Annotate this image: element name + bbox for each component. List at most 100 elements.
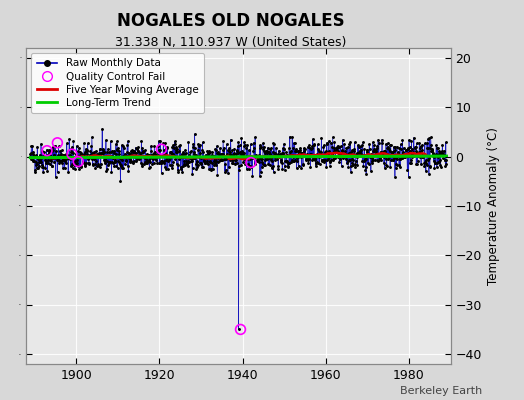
Point	[249, 155, 257, 161]
Point	[127, 151, 136, 158]
Point	[145, 164, 154, 170]
Point	[110, 150, 118, 156]
Point	[434, 159, 442, 166]
Point	[438, 142, 446, 148]
Point	[243, 142, 252, 148]
Point	[184, 153, 193, 160]
Point	[405, 137, 413, 143]
Point	[284, 160, 292, 166]
Point	[57, 154, 66, 160]
Point	[195, 153, 204, 159]
Point	[212, 147, 220, 154]
Point	[433, 164, 441, 170]
Point	[431, 159, 439, 166]
Point	[208, 153, 216, 159]
Point	[43, 148, 51, 154]
Point	[162, 144, 171, 150]
Point	[42, 152, 51, 158]
Point	[207, 165, 215, 172]
Point	[269, 168, 278, 175]
Point	[383, 163, 391, 170]
Point	[309, 156, 318, 162]
Point	[241, 160, 249, 167]
Point	[435, 162, 444, 168]
Point	[61, 157, 69, 164]
Point	[399, 149, 407, 156]
Point	[288, 134, 297, 140]
Point	[52, 156, 61, 163]
Point	[94, 154, 103, 160]
Point	[192, 165, 200, 172]
Point	[270, 154, 279, 160]
Text: NOGALES OLD NOGALES: NOGALES OLD NOGALES	[117, 12, 344, 30]
Point	[343, 152, 352, 158]
Point	[170, 138, 179, 145]
Point	[288, 152, 296, 158]
Point	[433, 145, 442, 152]
Point	[265, 149, 273, 155]
Point	[52, 148, 60, 154]
Point	[358, 139, 367, 146]
Point	[38, 162, 46, 168]
Point	[176, 142, 184, 149]
Point	[78, 152, 86, 159]
Point	[223, 147, 232, 154]
Point	[390, 148, 398, 155]
Point	[253, 154, 261, 160]
Point	[388, 156, 397, 163]
Point	[62, 140, 71, 147]
Point	[43, 157, 52, 164]
Point	[185, 152, 194, 158]
Point	[342, 156, 350, 162]
Point	[132, 144, 140, 151]
Point	[341, 151, 350, 158]
Point	[398, 155, 406, 161]
Point	[135, 149, 143, 155]
Point	[319, 157, 328, 164]
Point	[47, 156, 56, 162]
Point	[264, 144, 272, 151]
Point	[38, 163, 47, 170]
Point	[358, 158, 366, 164]
Point	[173, 148, 181, 155]
Point	[46, 160, 54, 167]
Point	[91, 154, 99, 161]
Point	[53, 154, 61, 160]
Point	[64, 168, 72, 175]
Point	[376, 156, 384, 162]
Point	[114, 165, 122, 172]
Point	[440, 152, 449, 158]
Point	[172, 161, 181, 167]
Point	[422, 168, 430, 174]
Point	[411, 144, 419, 151]
Point	[80, 140, 88, 147]
Point	[436, 150, 444, 156]
Point	[158, 158, 166, 164]
Point	[268, 148, 277, 155]
Point	[414, 150, 423, 156]
Point	[31, 167, 39, 174]
Point	[125, 150, 133, 156]
Point	[222, 153, 231, 160]
Point	[186, 155, 194, 162]
Point	[143, 160, 151, 166]
Point	[103, 146, 112, 152]
Point	[246, 141, 255, 147]
Point	[384, 140, 392, 146]
Point	[285, 160, 293, 166]
Point	[140, 153, 149, 160]
Point	[209, 154, 217, 160]
Point	[369, 157, 377, 163]
Point	[220, 156, 228, 162]
Point	[248, 154, 257, 160]
Point	[104, 162, 113, 168]
Point	[216, 151, 225, 157]
Point	[245, 152, 254, 159]
Point	[327, 139, 335, 146]
Point	[301, 146, 310, 152]
Point	[434, 154, 442, 160]
Point	[369, 148, 378, 154]
Point	[166, 149, 174, 155]
Point	[92, 152, 101, 159]
Point	[302, 156, 311, 162]
